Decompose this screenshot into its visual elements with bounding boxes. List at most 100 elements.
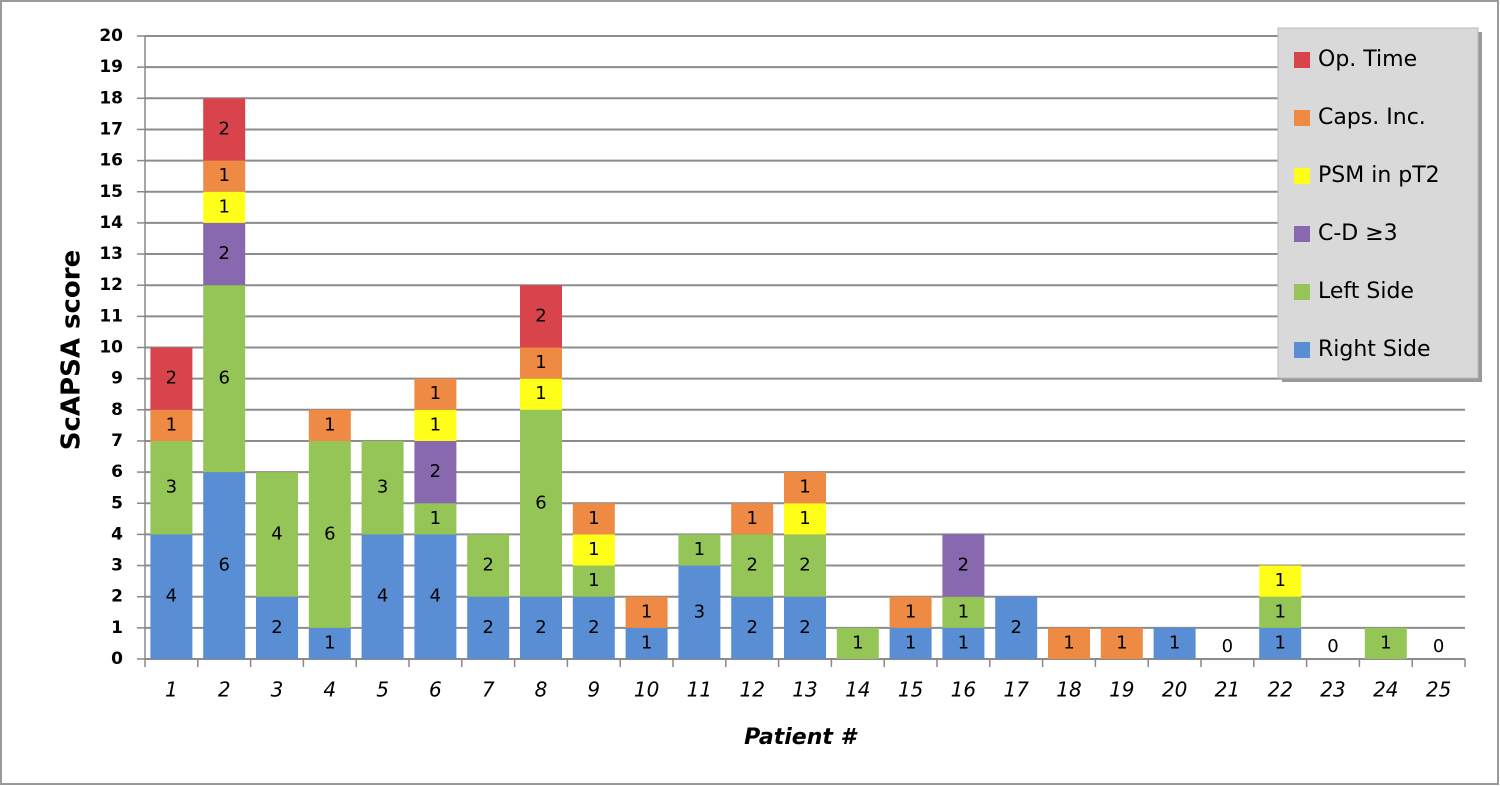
bar-segment	[1259, 565, 1302, 597]
bar-segment	[995, 596, 1038, 659]
bar-segment	[520, 409, 562, 597]
x-tick-label: 10	[634, 678, 659, 702]
x-tick-label: 14	[845, 678, 870, 702]
bar-segment	[784, 472, 826, 504]
bar-segment	[520, 285, 562, 348]
y-tick-label: 13	[99, 244, 123, 264]
data-label: 2	[958, 555, 969, 576]
data-label: 1	[799, 508, 810, 529]
data-label: 1	[430, 414, 441, 435]
y-tick-label: 17	[99, 119, 123, 139]
bar-segment	[889, 627, 932, 659]
data-label: 1	[641, 632, 652, 653]
x-tick-label: 1	[165, 678, 178, 702]
data-label: 1	[218, 165, 229, 186]
data-label: 1	[1380, 632, 1391, 653]
bar-segment	[150, 440, 193, 535]
x-tick-label: 8	[535, 678, 548, 702]
data-label: 1	[694, 539, 705, 560]
data-label: 2	[482, 617, 493, 638]
data-label: 1	[905, 601, 916, 622]
legend-label: C-D ≥3	[1318, 221, 1398, 246]
data-label: 1	[324, 414, 335, 435]
data-label: 2	[166, 368, 177, 389]
bar-segment	[520, 596, 562, 659]
bar-segment	[784, 534, 826, 597]
x-tick-label: 13	[792, 678, 817, 702]
data-label: 1	[588, 570, 599, 591]
data-label: 1	[746, 508, 757, 529]
legend-swatch	[1294, 342, 1310, 358]
x-tick-label: 4	[323, 678, 336, 702]
y-tick-label: 16	[99, 151, 123, 171]
legend-swatch	[1294, 168, 1310, 184]
y-tick-label: 5	[111, 493, 123, 513]
data-label: 1	[430, 383, 441, 404]
x-tick-label: 21	[1215, 678, 1240, 702]
bar-segment	[1153, 627, 1196, 659]
bar-segment	[678, 565, 721, 659]
bar-segment	[1048, 627, 1090, 659]
x-tick-label: 7	[482, 678, 495, 702]
bar-segment	[1259, 596, 1302, 628]
legend-swatch	[1294, 284, 1310, 300]
bar-segment	[203, 472, 246, 659]
bar-segment	[203, 222, 246, 286]
data-label: 4	[166, 586, 177, 607]
y-tick-label: 18	[99, 88, 123, 108]
bar-segment	[572, 503, 615, 535]
y-tick-label: 4	[111, 524, 123, 544]
bar-segment	[467, 596, 510, 659]
bar-segment	[625, 596, 668, 628]
data-label: 1	[218, 196, 229, 217]
bar-segment	[572, 596, 615, 659]
bar-segment	[942, 627, 985, 659]
legend-label: Right Side	[1318, 337, 1431, 362]
x-tick-label: 23	[1320, 678, 1345, 702]
bar-segment	[414, 440, 457, 504]
x-tick-label: 20	[1162, 678, 1187, 702]
x-tick-label: 15	[898, 678, 923, 702]
bar-segment	[942, 596, 985, 628]
bar-segment	[256, 472, 298, 597]
data-label: 6	[324, 523, 335, 544]
data-label: 1	[641, 601, 652, 622]
data-label: 2	[746, 555, 757, 576]
bar-segment	[203, 98, 246, 161]
bar-segment	[361, 534, 404, 659]
data-label: 4	[271, 523, 282, 544]
data-label: 2	[799, 555, 810, 576]
x-tick-label: 22	[1267, 678, 1292, 702]
y-tick-label: 12	[99, 275, 123, 295]
data-label: 1	[958, 632, 969, 653]
legend-box	[1277, 27, 1479, 379]
data-label: 2	[1010, 617, 1021, 638]
bar-segment	[203, 160, 246, 192]
x-tick-label: 25	[1426, 678, 1451, 702]
y-tick-label: 1	[111, 618, 123, 638]
x-tick-label: 12	[739, 678, 764, 702]
bar-segment	[942, 534, 985, 597]
data-label: 2	[430, 461, 441, 482]
data-label: 3	[694, 601, 705, 622]
data-label: 1	[1116, 632, 1127, 653]
bar-segment	[467, 534, 510, 597]
x-tick-label: 2	[218, 678, 231, 702]
data-label: 3	[166, 477, 177, 498]
data-label: 1	[588, 539, 599, 560]
bar-segment	[625, 627, 668, 659]
y-tick-label: 3	[111, 556, 123, 576]
data-label: 0	[1433, 636, 1444, 657]
legend-swatch	[1294, 110, 1310, 126]
x-tick-label: 24	[1373, 678, 1398, 702]
x-tick-label: 18	[1056, 678, 1081, 702]
bar-segment	[414, 534, 457, 659]
y-tick-label: 0	[111, 649, 123, 669]
data-label: 2	[746, 617, 757, 638]
data-label: 6	[535, 492, 546, 513]
y-tick-label: 6	[111, 462, 123, 482]
data-label: 0	[1327, 636, 1338, 657]
data-label: 2	[218, 243, 229, 264]
data-label: 1	[799, 477, 810, 498]
